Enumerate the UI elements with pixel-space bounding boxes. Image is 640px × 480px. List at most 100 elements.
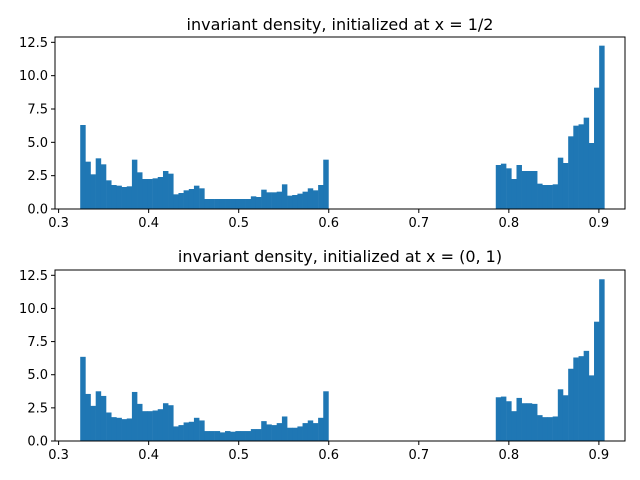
bottom-histogram-bar — [521, 403, 528, 441]
bottom-histogram-bar — [147, 411, 153, 441]
bottom-x-tick-label: 0.7 — [408, 448, 429, 463]
bottom-y-tick-label: 2.5 — [27, 401, 48, 416]
top-x-tick-label: 0.7 — [408, 216, 429, 231]
bottom-histogram-bar — [583, 350, 590, 441]
top-histogram-bar — [214, 199, 221, 209]
top-histogram-bar — [126, 186, 133, 209]
top-histogram-bar — [162, 171, 169, 209]
bottom-histogram-bar — [594, 321, 600, 441]
bottom-y-tick-label: 7.5 — [27, 335, 48, 350]
top-histogram-bar — [266, 192, 272, 209]
bottom-axes-frame — [54, 269, 626, 442]
bottom-histogram-bar — [287, 427, 293, 441]
bottom-x-tick-label: 0.4 — [138, 448, 159, 463]
top-histogram-bar — [495, 165, 502, 209]
top-histogram-bar — [209, 199, 215, 209]
bottom-histogram-bar — [250, 429, 257, 441]
top-x-tick-label: 0.6 — [318, 216, 339, 231]
top-y-tick-label: 7.5 — [27, 103, 48, 118]
top-histogram-bar — [121, 187, 128, 209]
bottom-histogram-bar — [531, 403, 538, 441]
top-histogram-bar — [516, 165, 522, 209]
bottom-histogram-bar — [297, 426, 303, 441]
top-histogram-bar — [116, 185, 122, 209]
bottom-histogram-bar — [100, 395, 107, 441]
bottom-histogram-bar — [599, 279, 605, 441]
bottom-chart-title: invariant density, initialized at x = (0… — [178, 247, 502, 266]
top-histogram-bar — [552, 184, 559, 209]
bottom-histogram-bar — [219, 432, 226, 441]
top-histogram-bar — [261, 189, 267, 209]
bottom-histogram-bar — [557, 389, 564, 441]
top-histogram-bar — [80, 125, 86, 209]
top-histogram-bar — [323, 159, 329, 209]
top-x-tick-label: 0.5 — [228, 216, 249, 231]
bottom-histogram-bar — [276, 423, 283, 441]
top-histogram-bar — [157, 177, 164, 209]
top-histogram-bar — [230, 199, 236, 209]
bottom-histogram-bar — [495, 397, 502, 441]
bottom-histogram-bar — [568, 368, 574, 441]
top-histogram-bar — [152, 178, 159, 209]
top-y-tick-label: 5.0 — [27, 136, 48, 151]
bottom-histogram-bar — [255, 429, 262, 441]
bottom-histogram-bar — [199, 420, 205, 441]
top-histogram-bar — [537, 183, 543, 209]
bottom-histogram-bar — [235, 431, 241, 441]
bottom-histogram-bar — [106, 412, 112, 441]
bottom-y-tick-label: 12.5 — [19, 269, 48, 284]
bottom-histogram-bar — [137, 403, 143, 441]
top-histogram-bar — [562, 163, 569, 209]
top-histogram-bar — [142, 179, 148, 209]
top-y-tick-label: 2.5 — [27, 169, 48, 184]
top-axes-frame — [54, 36, 626, 210]
top-histogram-bar — [297, 193, 303, 209]
top-histogram-bar — [147, 179, 153, 209]
top-histogram-bar — [542, 185, 548, 209]
bottom-histogram-panel: invariant density, initialized at x = (0… — [19, 247, 626, 463]
top-histogram-bar — [245, 199, 252, 209]
top-histogram-bar — [173, 194, 179, 209]
top-histogram-bar — [255, 197, 262, 209]
top-histogram-bar — [573, 125, 579, 209]
top-y-tick-label: 12.5 — [19, 36, 48, 51]
top-histogram-bar — [111, 185, 117, 209]
bottom-histogram-bar — [126, 418, 133, 441]
top-histogram-bar — [292, 195, 298, 209]
top-histogram-bar — [500, 163, 507, 209]
bottom-histogram-bar — [188, 421, 195, 441]
top-x-tick-label: 0.4 — [138, 216, 159, 231]
top-histogram-bar — [225, 199, 231, 209]
bottom-histogram-bar — [552, 416, 559, 441]
bottom-histogram-bar — [266, 424, 272, 441]
top-histogram-bar — [594, 87, 600, 209]
top-histogram-bar — [281, 184, 288, 209]
bottom-histogram-bar — [152, 410, 159, 441]
top-histogram-bar — [531, 171, 538, 209]
bottom-histogram-bar — [116, 417, 122, 441]
top-histogram-bar — [183, 190, 190, 209]
top-histogram-bar — [204, 199, 210, 209]
bottom-histogram-bar — [506, 401, 512, 441]
bottom-histogram-bar — [542, 417, 548, 441]
bottom-histogram-bar — [111, 417, 117, 441]
bottom-x-tick-label: 0.5 — [228, 448, 249, 463]
top-histogram-bar — [90, 174, 96, 209]
top-histogram-bar — [521, 171, 528, 209]
top-histogram-bar — [85, 161, 91, 209]
bottom-histogram-bar — [168, 405, 174, 441]
top-histogram-bar — [588, 143, 595, 209]
top-y-tick-label: 0.0 — [27, 203, 48, 218]
top-x-tick-label: 0.9 — [589, 216, 610, 231]
bottom-y-tick-label: 10.0 — [19, 302, 48, 317]
bottom-histogram-bar — [90, 405, 96, 441]
top-x-tick-label: 0.8 — [498, 216, 519, 231]
bottom-histogram-bar — [562, 395, 569, 441]
top-histogram-bar — [100, 164, 107, 209]
bottom-histogram-bar — [526, 403, 533, 441]
top-histogram-bar — [276, 191, 283, 209]
bottom-histogram-bar — [121, 419, 128, 441]
bottom-histogram-bar — [162, 403, 169, 441]
